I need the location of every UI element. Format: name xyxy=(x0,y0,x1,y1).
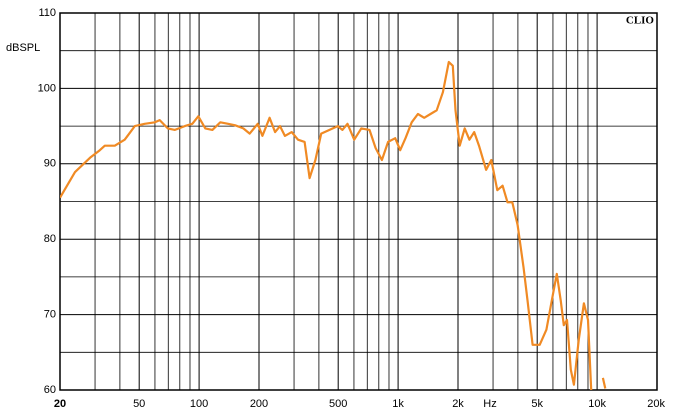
y-tick-label: 100 xyxy=(38,82,56,94)
x-tick-label: 10k xyxy=(588,398,606,410)
x-tick-label: 100 xyxy=(190,398,208,410)
y-tick-label: 80 xyxy=(44,233,56,245)
x-tick-label: 5k xyxy=(531,398,543,410)
y-tick-label: 60 xyxy=(44,384,56,396)
y-tick-label: 70 xyxy=(44,309,56,321)
x-tick-label: 2k xyxy=(452,398,464,410)
x-tick-label: 50 xyxy=(133,398,145,410)
x-tick-label: 20 xyxy=(54,398,66,410)
y-axis-label: dBSPL xyxy=(6,42,40,54)
x-unit: Hz xyxy=(483,398,496,410)
brand: CLIO xyxy=(626,15,655,27)
chart: dBSPL CLIO Hz 20 50 100 200 500 1k 2k 5k 10k 20k 6… xyxy=(0,0,673,412)
y-tick-label: 110 xyxy=(38,7,56,19)
x-tick-label: 200 xyxy=(250,398,268,410)
x-tick-label: 1k xyxy=(392,398,404,410)
x-tick-label: 500 xyxy=(329,398,347,410)
y-tick-label: 90 xyxy=(44,158,56,170)
x-tick-label: 20k xyxy=(647,398,665,410)
